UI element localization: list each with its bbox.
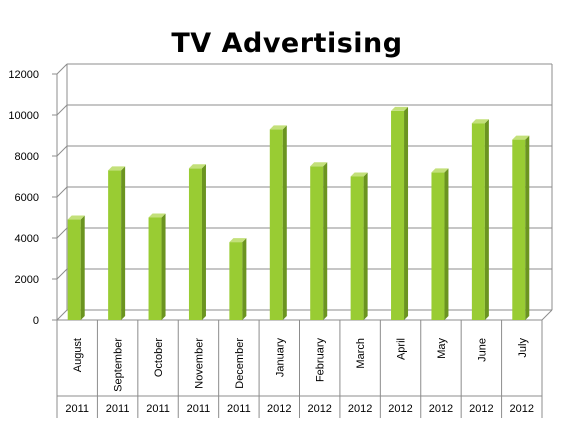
gridline-diagonal xyxy=(56,186,68,198)
x-tick-label-month: May xyxy=(436,338,448,359)
x-tick-label-month: December xyxy=(234,338,246,389)
x-tick-label-month: November xyxy=(193,338,205,389)
bar-side xyxy=(282,125,287,320)
y-tick-label: 8000 xyxy=(15,151,39,163)
bar-top xyxy=(67,215,85,220)
bar xyxy=(188,164,206,320)
bar-side xyxy=(323,162,328,320)
gridline-diagonal xyxy=(56,309,68,321)
y-tick-label: 10000 xyxy=(8,110,39,122)
x-tick-label-year: 2012 xyxy=(267,403,291,415)
bar-top xyxy=(310,162,328,167)
bar-front xyxy=(148,217,162,320)
x-tick-label-year: 2011 xyxy=(227,403,251,415)
x-tick-label-year: 2012 xyxy=(348,403,372,415)
bar xyxy=(269,125,287,320)
bar xyxy=(391,106,409,321)
bar-top xyxy=(471,119,489,124)
x-tick-label-month: October xyxy=(153,338,165,377)
x-tick-label-month: February xyxy=(315,338,327,383)
bar xyxy=(148,213,166,320)
bar-front xyxy=(188,168,202,320)
gridline-diagonal xyxy=(56,104,68,116)
floor-right-edge xyxy=(541,309,553,321)
y-tick-label: 6000 xyxy=(15,192,39,204)
gridline-diagonal xyxy=(56,268,68,280)
bar-front xyxy=(391,110,405,321)
gridline-diagonal xyxy=(56,63,68,75)
x-tick-label-month: April xyxy=(396,338,408,360)
bar-top xyxy=(512,135,530,140)
bar-front xyxy=(512,139,526,320)
bar xyxy=(310,162,328,320)
bar xyxy=(471,119,489,320)
bar-top xyxy=(188,164,206,169)
x-tick-label-year: 2012 xyxy=(388,403,412,415)
x-tick-label-month: June xyxy=(476,338,488,362)
bar-front xyxy=(269,129,283,320)
y-tick-label: 2000 xyxy=(15,274,39,286)
bar xyxy=(108,166,126,320)
bar-top xyxy=(431,168,449,173)
x-tick-label-year: 2011 xyxy=(146,403,170,415)
bar-side xyxy=(201,164,206,320)
x-tick-label-year: 2012 xyxy=(469,403,493,415)
bar-top xyxy=(350,172,368,177)
x-tick-label-year: 2011 xyxy=(65,403,89,415)
bar xyxy=(350,172,368,320)
gridline-diagonal xyxy=(56,145,68,157)
x-tick-label-month: September xyxy=(113,338,125,392)
bar-front xyxy=(67,219,81,320)
bar-side xyxy=(404,106,409,321)
bar-side xyxy=(363,172,368,320)
x-tick-label-month: January xyxy=(274,338,286,378)
bar-front xyxy=(310,166,324,320)
bar-side xyxy=(444,168,449,320)
bar-front xyxy=(350,176,364,320)
x-tick-label-year: 2012 xyxy=(510,403,534,415)
bar-side xyxy=(242,238,247,320)
x-tick-label-month: March xyxy=(355,338,367,369)
bar-top xyxy=(148,213,166,218)
bar-front xyxy=(229,242,243,320)
x-tick-label-year: 2012 xyxy=(429,403,453,415)
bar-top xyxy=(108,166,126,171)
bar-front xyxy=(431,172,445,320)
x-tick-label-year: 2011 xyxy=(106,403,130,415)
bar xyxy=(67,215,85,320)
bar-top xyxy=(391,106,409,111)
bar xyxy=(431,168,449,320)
x-tick-label-year: 2012 xyxy=(307,403,331,415)
bar-top xyxy=(269,125,287,130)
chart-title: TV Advertising xyxy=(171,28,403,59)
bar-side xyxy=(121,166,126,320)
x-tick-label-month: August xyxy=(72,338,84,372)
y-tick-label: 12000 xyxy=(8,69,39,81)
y-tick-label: 0 xyxy=(33,315,39,327)
gridline-diagonal xyxy=(56,227,68,239)
y-tick-label: 4000 xyxy=(15,233,39,245)
x-tick-label-year: 2011 xyxy=(187,403,211,415)
bar xyxy=(229,238,247,320)
bar-side xyxy=(484,119,489,320)
bar-top xyxy=(229,238,247,243)
bar-side xyxy=(80,215,85,320)
x-tick-label-month: July xyxy=(517,338,529,358)
bar xyxy=(512,135,530,320)
bar-side xyxy=(161,213,166,320)
bar-front xyxy=(471,123,485,320)
bar-front xyxy=(108,170,122,320)
bar-side xyxy=(525,135,530,320)
